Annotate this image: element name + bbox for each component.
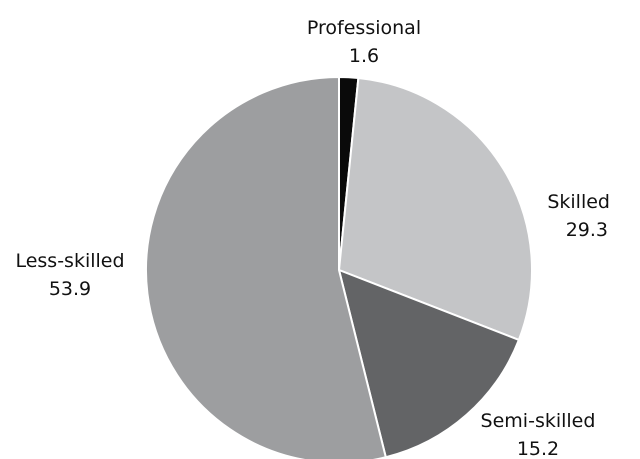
- pie-slice-semi-skilled: [337, 268, 521, 459]
- slice-label-professional: Professional: [307, 17, 421, 39]
- slice-label-less-skilled: Less-skilled: [15, 250, 124, 272]
- pie-slice-skilled: [337, 76, 533, 342]
- slice-value-semi-skilled: 15.2: [517, 438, 559, 459]
- slice-value-professional: 1.6: [349, 45, 379, 67]
- slice-label-skilled: Skilled: [547, 191, 610, 213]
- slice-value-less-skilled: 53.9: [49, 278, 91, 300]
- slice-value-skilled: 29.3: [566, 219, 608, 241]
- pie-slice-less-skilled: [145, 75, 388, 459]
- slice-label-semi-skilled: Semi-skilled: [481, 410, 596, 432]
